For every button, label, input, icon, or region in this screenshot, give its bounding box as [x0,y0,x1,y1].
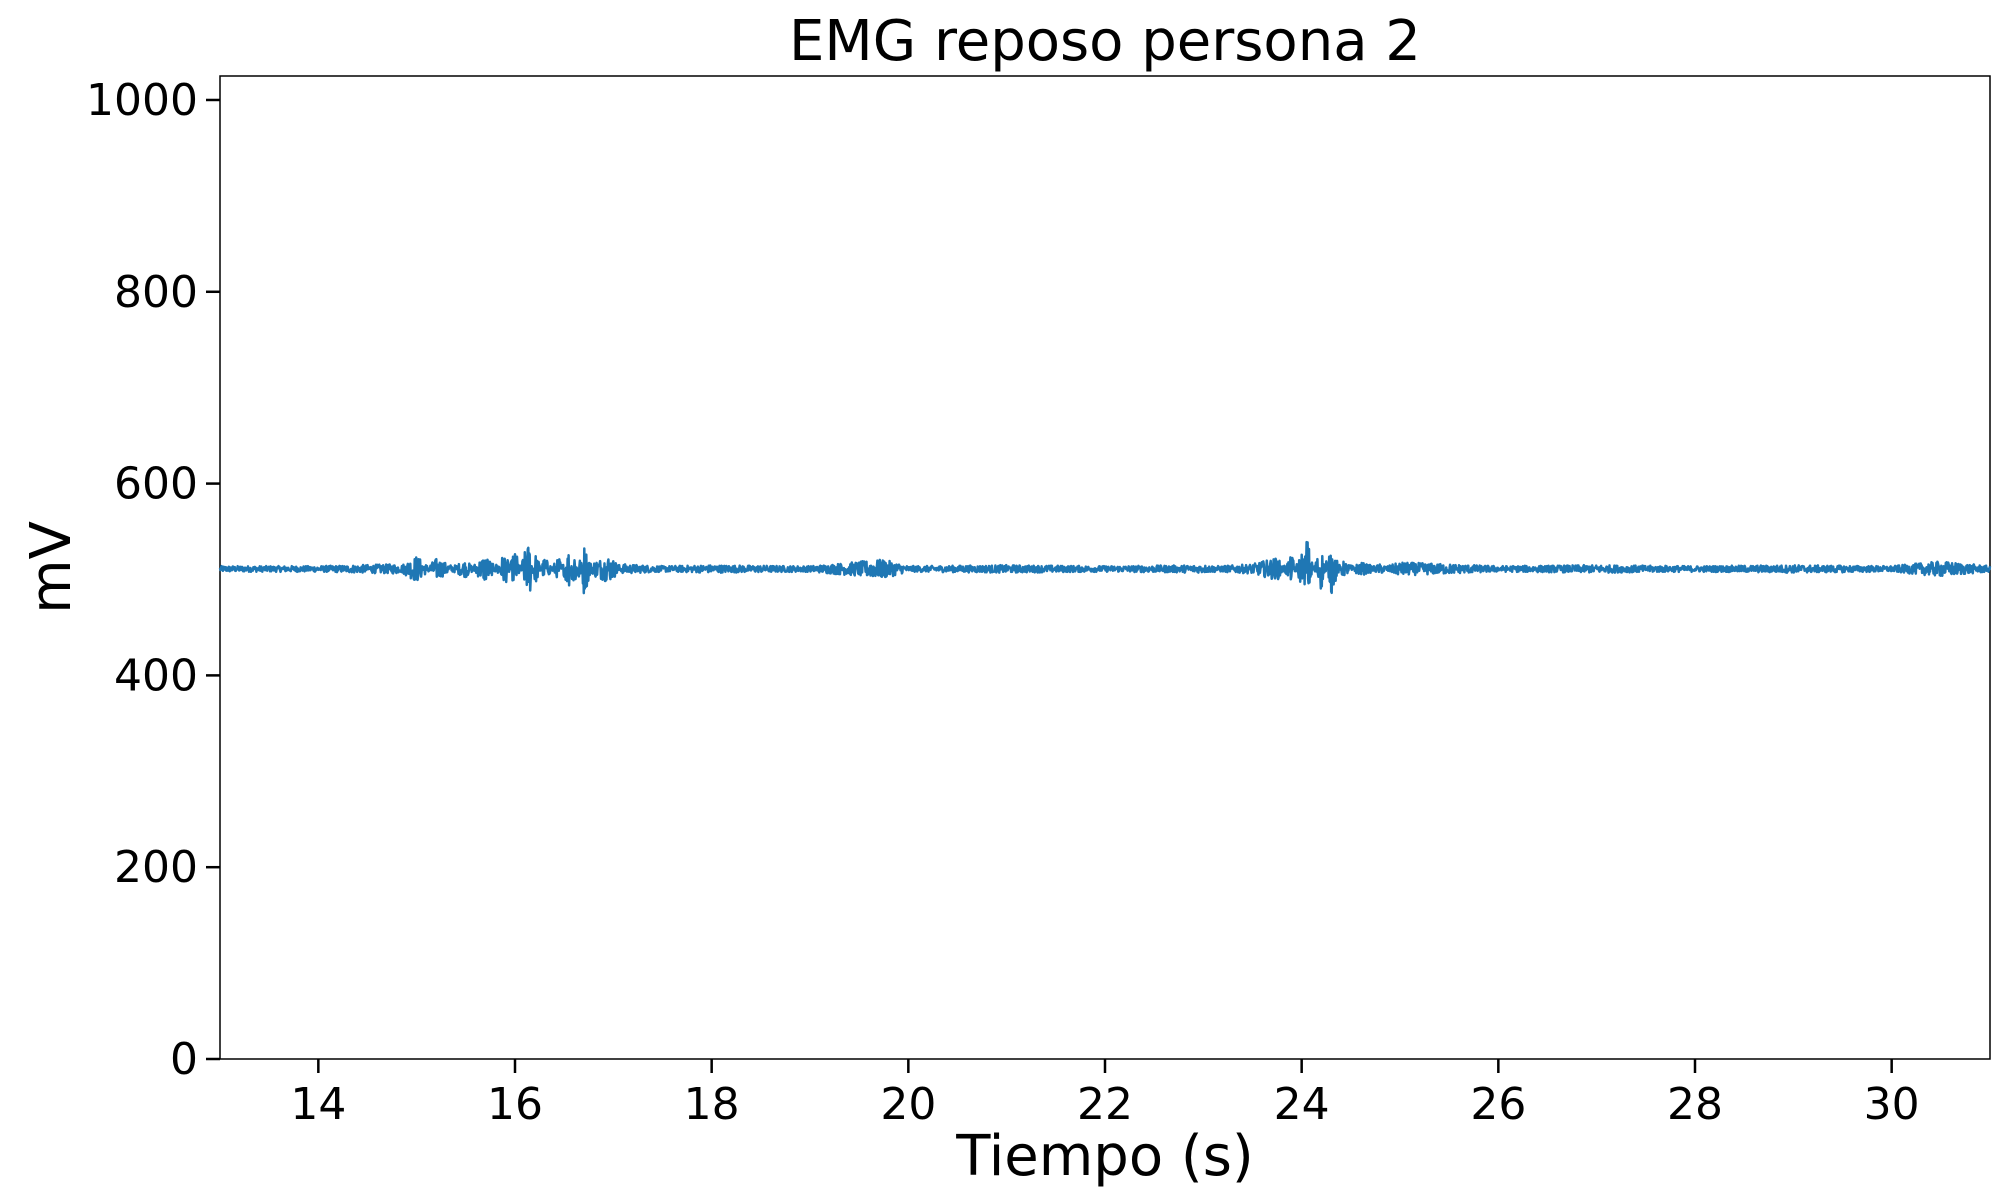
x-tick-label: 28 [1667,1079,1723,1130]
plot-area [218,75,1992,1060]
x-tick-label: 14 [290,1079,346,1130]
x-tick-label: 22 [1077,1079,1133,1130]
x-axis-label: Tiempo (s) [955,1124,1254,1189]
chart-title: EMG reposo persona 2 [789,9,1421,74]
x-tick-label: 24 [1274,1079,1330,1130]
x-tick-label: 18 [684,1079,740,1130]
x-tick-label: 30 [1864,1079,1920,1130]
x-tick-label: 20 [880,1079,936,1130]
y-tick-label: 200 [114,842,198,893]
x-axis: 14 16 18 20 22 24 26 28 30 [290,1059,1920,1130]
y-tick-label: 600 [114,459,198,510]
x-tick-label: 16 [487,1079,543,1130]
y-axis-label: mV [19,521,84,614]
x-tick-label: 26 [1470,1079,1526,1130]
y-tick-label: 0 [170,1034,198,1085]
y-tick-label: 1000 [86,75,198,126]
y-tick-label: 400 [114,650,198,701]
y-axis: 0 200 400 600 800 1000 [86,75,220,1085]
y-tick-label: 800 [114,267,198,318]
emg-series-line [218,540,1992,595]
